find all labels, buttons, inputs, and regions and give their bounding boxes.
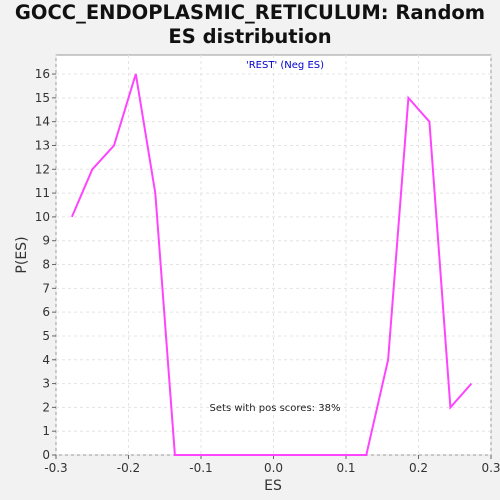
y-tick-label: 9	[42, 234, 50, 248]
y-tick-label: 15	[35, 91, 50, 105]
legend-label: 'REST' (Neg ES)	[246, 60, 324, 71]
chart-title: GOCC_ENDOPLASMIC_RETICULUM: Random ES di…	[0, 1, 500, 49]
x-axis-label: ES	[264, 478, 282, 494]
x-tick-label: -0.2	[117, 461, 140, 475]
y-tick-label: 7	[42, 281, 50, 295]
y-axis-label: P(ES)	[14, 236, 30, 273]
x-tick-label: -0.1	[189, 461, 212, 475]
x-tick-label: 0.2	[409, 461, 428, 475]
y-tick-label: 13	[35, 138, 50, 152]
y-tick-label: 3	[42, 377, 50, 391]
y-tick-label: 10	[35, 210, 50, 224]
chart-title-line-1: GOCC_ENDOPLASMIC_RETICULUM: Random	[14, 1, 486, 24]
pos-score-annotation: Sets with pos scores: 38%	[210, 403, 341, 414]
chart-title-line-2: ES distribution	[168, 25, 332, 48]
y-tick-label: 0	[42, 448, 50, 462]
y-tick-label: 16	[35, 67, 50, 81]
series-line	[70, 73, 473, 456]
y-tick-label: 2	[42, 400, 50, 414]
y-tick-label: 11	[35, 186, 50, 200]
y-tick-label: 5	[42, 329, 50, 343]
y-tick-label: 14	[35, 115, 50, 129]
y-tick-label: 8	[42, 258, 50, 272]
series-layer	[70, 73, 473, 456]
x-tick-label: 0.1	[336, 461, 355, 475]
x-tick-label: -0.3	[44, 461, 67, 475]
x-tick-label: 0.3	[481, 461, 500, 475]
x-tick-label: 0.0	[264, 461, 283, 475]
y-tick-label: 1	[42, 424, 50, 438]
y-tick-label: 6	[42, 305, 50, 319]
y-tick-label: 12	[35, 162, 50, 176]
y-tick-label: 4	[42, 353, 50, 367]
